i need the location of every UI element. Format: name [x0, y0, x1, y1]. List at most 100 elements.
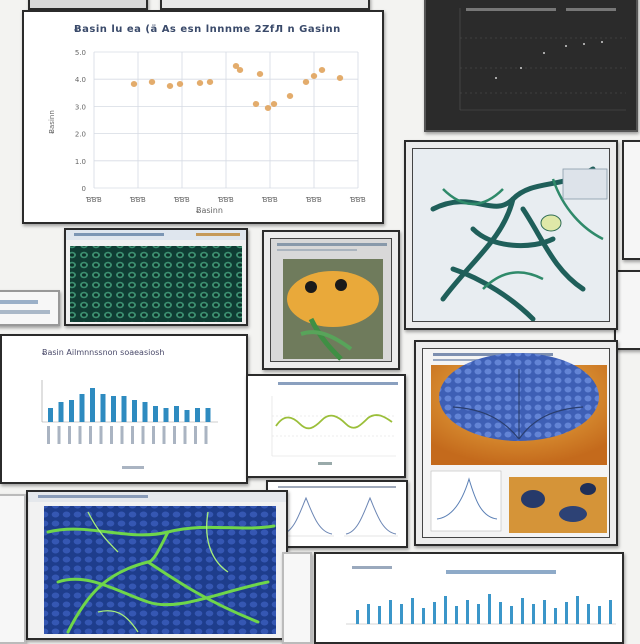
bar [466, 600, 469, 624]
x-tick-label [183, 426, 187, 444]
x-axis-label [122, 466, 144, 469]
top-middle-strip-panel [160, 0, 370, 10]
bottom-middle-strip [282, 552, 312, 644]
bar [100, 394, 106, 422]
bar [598, 606, 601, 624]
x-tick-label [204, 426, 208, 444]
bar [142, 402, 148, 422]
x-tick-label [120, 426, 124, 444]
bar [79, 394, 85, 422]
bar [521, 598, 524, 624]
bar-chart-bottom-plot [346, 566, 616, 625]
bar [69, 400, 74, 422]
main-chart-plot: 5.0 4.0 3.0 2.0 1.0 0 ƁƁƁ ƁƁƁ ƁƁƁ ƁƁƁ ƁƁƁ ƁƁƁ ƁƁƁ Ƀas… [48, 49, 366, 204]
x-tick-label: ƁƁƁ [85, 196, 101, 204]
chart-title-strip [352, 566, 392, 569]
bar [554, 608, 557, 624]
x-tick-label [173, 426, 176, 444]
honeycomb-image [66, 230, 246, 322]
x-tick-label: ƁƁƁ [129, 196, 145, 204]
x-tick-label [89, 426, 92, 444]
peak-chart-plot [278, 486, 398, 537]
scatter-point [252, 101, 260, 107]
wave-chart-panel [246, 374, 406, 478]
bar [367, 604, 370, 624]
left-edge-panel [0, 290, 60, 326]
creature-image-panel [262, 230, 400, 370]
peak-chart-panel [266, 480, 408, 548]
bottom-left-strip [0, 494, 26, 644]
bar [565, 602, 568, 624]
wave-chart-plot [271, 382, 398, 465]
coral-image [423, 349, 609, 537]
y-tick-label: 3.0 [75, 103, 86, 111]
bar [153, 406, 158, 422]
scatter-point [176, 81, 184, 87]
network-image [28, 492, 286, 634]
scatter-point [318, 67, 326, 73]
bar [132, 400, 137, 422]
y-tick-label: 2.0 [75, 131, 86, 139]
bar-chart-left-title: Ƀasin Ailmnnssnon soaeasiosh [42, 348, 165, 357]
scatter-point [336, 75, 344, 81]
bar [90, 388, 95, 422]
main-chart-title: Ƀasin lu ea (ä As esn lnnnme 2ZfЛ n Gasi… [74, 24, 341, 35]
bar [111, 396, 116, 422]
scatter-point [196, 80, 204, 86]
scatter-point [310, 73, 318, 79]
bar [455, 606, 458, 624]
bar [499, 602, 502, 624]
scatter-point [148, 79, 156, 85]
y-tick-label: 1.0 [75, 158, 86, 166]
creature-image [271, 239, 391, 361]
vine-illustration-panel [404, 140, 618, 330]
bar [378, 606, 381, 624]
bar [411, 598, 414, 624]
top-left-strip-panel [28, 0, 148, 10]
scatter-point [232, 63, 240, 69]
right-edge-panel-1 [622, 140, 640, 260]
x-tick-label [141, 426, 145, 444]
dark-chart-plot [426, 0, 636, 130]
main-chart-panel: Ƀasin lu ea (ä As esn lnnnme 2ZfЛ n Gasi… [22, 10, 384, 224]
bar [163, 408, 169, 422]
bar [532, 604, 535, 624]
x-tick-label [57, 426, 61, 444]
bar [195, 408, 200, 422]
x-tick-label [78, 426, 82, 444]
bar [389, 600, 392, 624]
scatter-point [256, 71, 264, 77]
x-tick-label [68, 426, 71, 444]
bar-chart-bottom-panel [314, 552, 624, 644]
bar [543, 600, 546, 624]
scatter-point [302, 79, 310, 85]
scatter-point [130, 81, 138, 87]
bar [400, 604, 403, 624]
x-tick-label: ƁƁƁ [305, 196, 321, 204]
honeycomb-image-panel [64, 228, 248, 326]
bar [477, 604, 480, 624]
bar [48, 408, 53, 422]
bar [609, 600, 612, 624]
x-tick-label: ƁƁƁ [349, 196, 365, 204]
x-tick-label: ƁƁƁ [261, 196, 277, 204]
scatter-point [286, 93, 294, 99]
bar [587, 604, 590, 624]
bar [444, 596, 447, 624]
coral-image-panel [414, 340, 618, 546]
chart-title-strip [446, 570, 556, 574]
x-tick-label: ƁƁƁ [173, 196, 189, 204]
bar-chart-left-panel: Ƀasin Ailmnnssnon soaeasiosh [0, 334, 248, 484]
main-chart-xlabel: Ƀasinn [196, 206, 223, 215]
bar [121, 396, 127, 422]
main-chart-ylabel: Ƀasinn [48, 110, 56, 134]
bar [174, 406, 179, 422]
scatter-point [264, 105, 272, 111]
x-tick-label [131, 426, 134, 444]
x-tick-label: ƁƁƁ [217, 196, 233, 204]
x-tick-label [47, 426, 50, 444]
x-tick-label [99, 426, 103, 444]
x-tick-label [162, 426, 166, 444]
network-image-panel [26, 490, 288, 640]
bar [184, 410, 190, 422]
